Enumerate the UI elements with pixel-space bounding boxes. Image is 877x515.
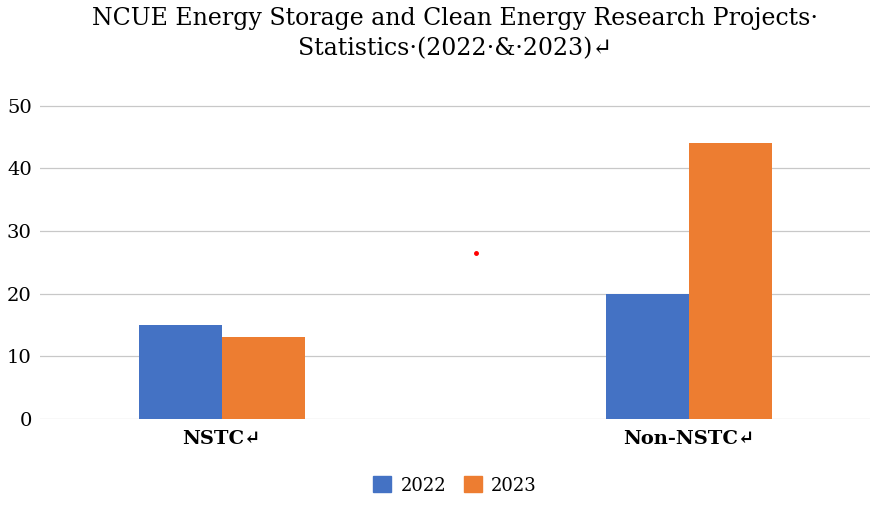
Bar bbox=[605, 294, 688, 419]
Bar bbox=[688, 143, 772, 419]
Bar bbox=[222, 337, 304, 419]
Bar bbox=[139, 325, 222, 419]
Title: NCUE Energy Storage and Clean Energy Research Projects·
Statistics·(2022·&·2023): NCUE Energy Storage and Clean Energy Res… bbox=[92, 7, 818, 60]
Legend: 2022, 2023: 2022, 2023 bbox=[366, 469, 544, 502]
